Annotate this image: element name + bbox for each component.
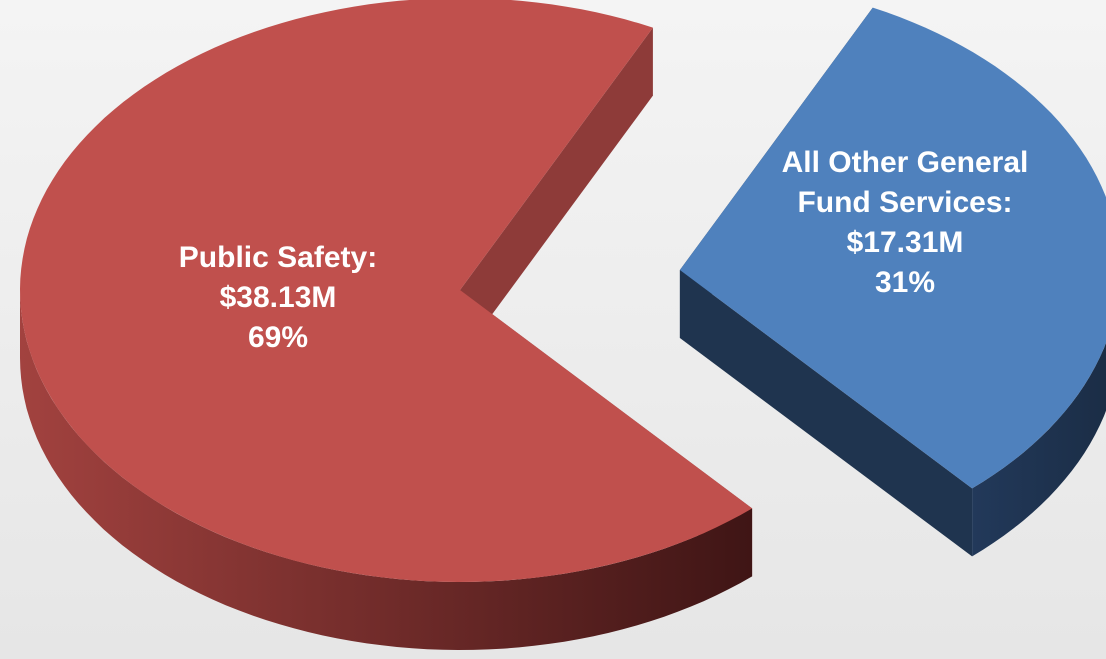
slice-label: Public Safety: $38.13M 69% xyxy=(128,238,428,358)
slice xyxy=(20,0,753,582)
category-label: Public Safety: xyxy=(178,241,378,274)
slice xyxy=(679,7,1106,489)
slice-side xyxy=(972,342,1106,557)
slice-side xyxy=(460,27,653,358)
slice-label: All Other General Fund Services: $17.31M… xyxy=(775,143,1035,303)
share-label: 31% xyxy=(874,266,936,299)
share-label: 69% xyxy=(247,321,309,354)
slice-side xyxy=(679,270,973,557)
value-label: $38.13M xyxy=(219,281,337,314)
value-label: $17.31M xyxy=(846,226,964,259)
slice-side xyxy=(20,290,753,650)
category-label: All Other General Fund Services: xyxy=(781,146,1029,219)
